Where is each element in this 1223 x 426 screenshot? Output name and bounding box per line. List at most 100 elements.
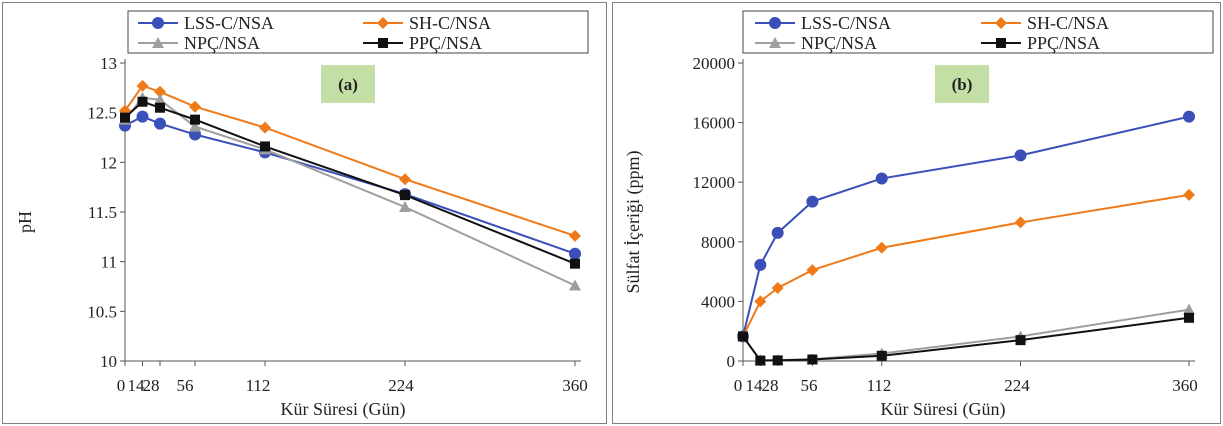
chart-b-line-np-nsa — [742, 308, 1190, 362]
chart-a-legend-marker-lss-c-nsa — [152, 17, 164, 29]
chart-b-line-lss-c-nsa — [742, 115, 1190, 337]
chart-b-x-tick-label-2: 28 — [762, 376, 779, 395]
chart-b-legend-box — [742, 10, 1214, 54]
chart-b-legend-marker-pp-nsa — [996, 38, 1006, 48]
chart-b-x-tick-label-0: 0 — [734, 376, 743, 395]
chart-b-point-lss-c-nsa-1 — [754, 258, 767, 271]
chart-a-point-sh-c-nsa-4 — [259, 121, 271, 134]
chart-a-point-np-nsa-6 — [569, 279, 581, 291]
chart-a-legend-marker-sh-c-nsa — [377, 17, 389, 29]
chart-a-panel-label-box — [321, 65, 375, 103]
chart-a-legend: LSS-C/NSA SH-C/NSA NPÇ/NSA PPÇ/NSA — [127, 10, 589, 54]
chart-a-y-tick-label-5: 12.5 — [87, 104, 117, 123]
chart-b-point-sh-c-nsa-5 — [1014, 216, 1027, 229]
chart-b-point-lss-c-nsa-2 — [771, 226, 784, 239]
chart-a-point-lss-c-nsa-6 — [569, 247, 581, 260]
chart-b-point-sh-c-nsa-2 — [771, 281, 784, 294]
chart-b-point-pp-nsa-1 — [755, 355, 766, 366]
chart-b-panel-label: (b) — [952, 75, 973, 94]
chart-a-point-pp-nsa-2 — [155, 102, 165, 113]
chart-a-point-sh-c-nsa-3 — [189, 100, 201, 113]
chart-a-point-pp-nsa-0 — [120, 112, 130, 123]
chart-a-point-np-nsa-2 — [154, 93, 166, 105]
chart-panel-b: 0 4000 8000 12000 16000 20000 0 14 28 56 112 224 360… — [612, 2, 1221, 424]
chart-b-legend: LSS-C/NSA SH-C/NSA NPÇ/NSA PPÇ/NSA — [742, 10, 1214, 54]
chart-b-legend-label-sh-c-nsa: SH-C/NSA — [1027, 13, 1109, 33]
chart-a-point-lss-c-nsa-2 — [154, 117, 166, 130]
chart-b-y-tick-label-2: 8000 — [701, 233, 735, 252]
chart-b-legend-marker-lss-c-nsa — [769, 17, 781, 29]
chart-a-point-pp-nsa-3 — [190, 114, 200, 125]
chart-a-legend-item-lss-c-nsa: LSS-C/NSA — [138, 13, 274, 33]
chart-b-point-lss-c-nsa-6 — [1183, 110, 1195, 123]
chart-b-legend-marker-sh-c-nsa — [995, 17, 1007, 29]
chart-a-point-pp-nsa-5 — [400, 190, 410, 201]
chart-a-legend-box — [127, 10, 589, 54]
chart-a-legend-item-pp-nsa: PPÇ/NSA — [363, 33, 482, 53]
chart-b-x-tick-label-5: 224 — [1004, 376, 1030, 395]
chart-a-y-tick-label-2: 11 — [101, 253, 117, 272]
chart-a-y-tick-label-4: 12 — [100, 153, 117, 172]
chart-a-y-axis-title: pH — [15, 211, 35, 233]
chart-b-x-tick-label-1: 14 — [746, 376, 764, 395]
chart-b-legend-marker-np-nsa — [769, 37, 781, 48]
chart-b-point-np-nsa-6 — [1183, 303, 1195, 315]
chart-a-legend-label-sh-c-nsa: SH-C/NSA — [409, 13, 491, 33]
chart-b-point-pp-nsa-6 — [1184, 312, 1194, 323]
chart-panel-a: 10 10.5 11 11.5 12 12.5 13 0 14 28 56 112 224 360 Kür … — [2, 2, 607, 424]
chart-a-legend-label-np-nsa: NPÇ/NSA — [184, 33, 260, 53]
chart-a-point-pp-nsa-1 — [137, 96, 148, 107]
chart-b-point-sh-c-nsa-4 — [875, 241, 888, 254]
chart-a-series-np-nsa — [119, 91, 581, 291]
chart-b-point-lss-c-nsa-3 — [806, 195, 819, 208]
chart-b-y-tick-label-4: 16000 — [693, 114, 736, 133]
chart-b-legend-item-lss-c-nsa: LSS-C/NSA — [755, 13, 891, 33]
chart-a-y-tick-label-1: 10.5 — [87, 302, 117, 321]
chart-a-x-tick-label-2: 28 — [143, 376, 160, 395]
chart-b-point-pp-nsa-4 — [876, 350, 887, 361]
chart-b-y-tick-label-3: 12000 — [693, 173, 736, 192]
chart-a-legend-item-sh-c-nsa: SH-C/NSA — [363, 13, 491, 33]
chart-b-line-sh-c-nsa — [742, 193, 1190, 337]
chart-b-x-tick-label-6: 360 — [1172, 376, 1198, 395]
chart-b-y-tick-label-5: 20000 — [693, 54, 736, 73]
chart-a-y-tick-label-0: 10 — [100, 352, 117, 371]
chart-b-series-pp-nsa — [738, 312, 1194, 366]
chart-b-legend-label-np-nsa: NPÇ/NSA — [801, 33, 877, 53]
chart-a-point-lss-c-nsa-1 — [136, 110, 149, 123]
chart-a-legend-label-lss-c-nsa: LSS-C/NSA — [184, 13, 274, 33]
chart-b-line-pp-nsa — [742, 316, 1190, 362]
chart-a-point-sh-c-nsa-6 — [569, 229, 581, 242]
chart-a-point-sh-c-nsa-1 — [136, 79, 149, 92]
chart-b-y-tick-label-0: 0 — [727, 352, 736, 371]
chart-b-series-lss-c-nsa — [737, 110, 1195, 343]
chart-a-point-np-nsa-3 — [189, 120, 201, 132]
chart-b-legend-item-np-nsa: NPÇ/NSA — [755, 33, 877, 53]
chart-a-x-tick-label-3: 56 — [177, 376, 194, 395]
chart-b-point-sh-c-nsa-3 — [806, 264, 819, 277]
chart-a-point-sh-c-nsa-5 — [399, 173, 411, 186]
chart-a-panel-label: (a) — [338, 75, 358, 94]
chart-a-legend-marker-np-nsa — [152, 37, 164, 48]
chart-a-y-tick-label-3: 11.5 — [88, 203, 117, 222]
chart-a-x-tick-label-1: 14 — [128, 376, 146, 395]
chart-b-point-pp-nsa-3 — [807, 354, 818, 365]
chart-b-legend-label-pp-nsa: PPÇ/NSA — [1027, 33, 1100, 53]
chart-a-legend-item-np-nsa: NPÇ/NSA — [138, 33, 260, 53]
chart-b-y-axis-title: Sülfat İçeriği (ppm) — [623, 151, 644, 294]
chart-a-legend-marker-pp-nsa — [378, 38, 388, 48]
chart-b-x-tick-label-3: 56 — [801, 376, 818, 395]
chart-a-series-pp-nsa — [120, 96, 580, 269]
chart-a-y-tick-label-6: 13 — [100, 54, 117, 73]
chart-b-series-np-nsa — [737, 303, 1195, 366]
chart-a-x-tick-label-6: 360 — [562, 376, 588, 395]
chart-b-x-axis-title: Kür Süresi (Gün) — [881, 399, 1006, 420]
chart-b-point-sh-c-nsa-6 — [1183, 188, 1195, 201]
chart-a-point-np-nsa-5 — [399, 201, 411, 213]
chart-b-x-tick-label-4: 112 — [867, 376, 892, 395]
chart-a-point-pp-nsa-6 — [570, 258, 580, 269]
chart-b-point-lss-c-nsa-4 — [875, 172, 888, 185]
chart-a-x-tick-label-0: 0 — [117, 376, 126, 395]
